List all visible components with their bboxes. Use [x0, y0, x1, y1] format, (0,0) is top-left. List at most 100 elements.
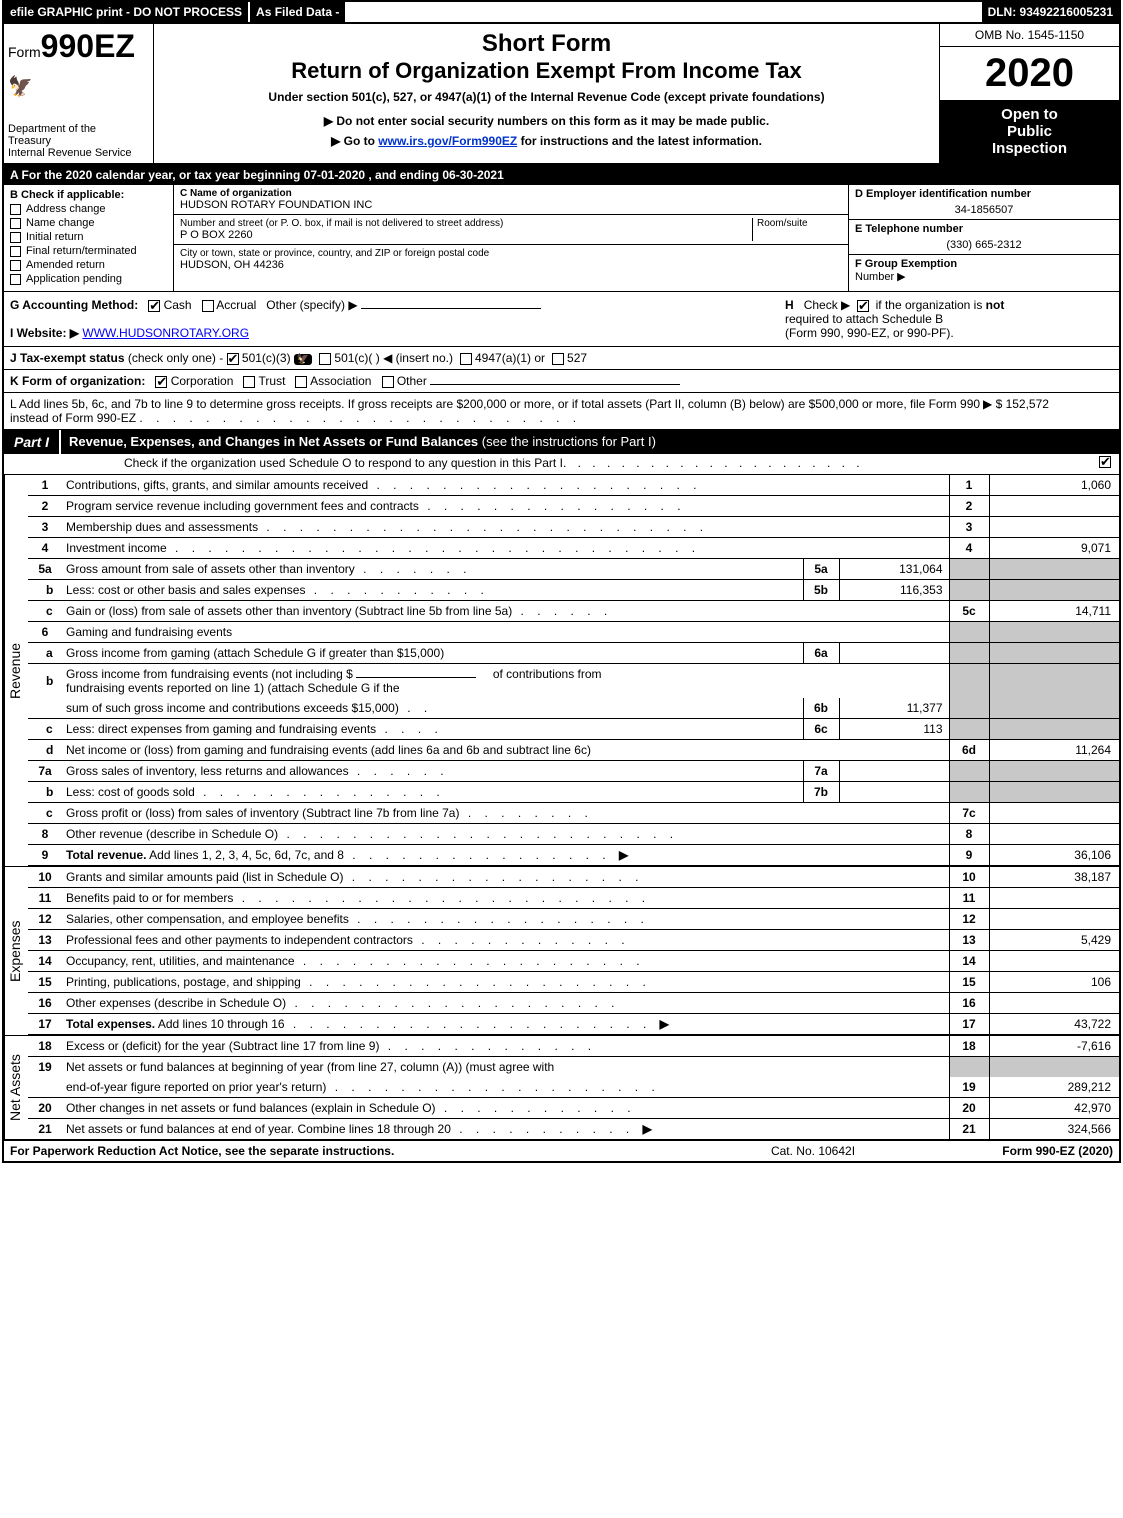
revenue-table: 1 Contributions, gifts, grants, and simi… — [28, 475, 1119, 866]
line-7c: c Gross profit or (loss) from sales of i… — [28, 803, 1119, 824]
fundraising-amount-input[interactable] — [356, 677, 476, 678]
goto-link[interactable]: www.irs.gov/Form990EZ — [378, 134, 517, 148]
line-6c: c Less: direct expenses from gaming and … — [28, 719, 1119, 740]
irs-eagle-icon: 🦅 — [8, 74, 33, 99]
short-form-title: Short Form — [164, 30, 929, 58]
website-link[interactable]: WWW.HUDSONROTARY.ORG — [82, 326, 249, 340]
k-label: K Form of organization: — [10, 374, 145, 388]
page-footer: For Paperwork Reduction Act Notice, see … — [4, 1139, 1119, 1161]
cb-address-change[interactable]: Address change — [10, 203, 167, 215]
part-i-tag: Part I — [4, 430, 61, 454]
line-11: 11 Benefits paid to or for members . . .… — [28, 888, 1119, 909]
line-5c: c Gain or (loss) from sale of assets oth… — [28, 601, 1119, 622]
l-amount: ▶ $ 152,572 — [983, 397, 1113, 425]
cb-final-return[interactable]: Final return/terminated — [10, 245, 167, 257]
line-a: A For the 2020 calendar year, or tax yea… — [4, 165, 1119, 185]
org-address: P O BOX 2260 — [180, 229, 752, 241]
c-name-label: C Name of organization — [180, 188, 842, 199]
goto-pre: ▶ Go to — [331, 134, 378, 148]
f-group: F Group Exemption Number ▶ — [849, 255, 1119, 291]
cb-501c[interactable] — [319, 353, 331, 365]
i-label: I Website: ▶ — [10, 326, 79, 340]
cb-accrual[interactable] — [202, 300, 214, 312]
cb-other-org[interactable] — [382, 376, 394, 388]
c-city-label: City or town, state or province, country… — [180, 248, 842, 259]
b-label: B Check if applicable: — [10, 189, 167, 201]
do-not-enter-text: ▶ Do not enter social security numbers o… — [164, 114, 929, 128]
l-dots: . . . . . . . . . . . . . . . . . . . . … — [139, 411, 581, 425]
department-label: Department of the Treasury Internal Reve… — [8, 123, 132, 159]
line-17: 17 Total expenses. Add lines 10 through … — [28, 1014, 1119, 1035]
cb-h[interactable] — [857, 300, 869, 312]
c-name: C Name of organization HUDSON ROTARY FOU… — [174, 185, 848, 215]
header-right: OMB No. 1545-1150 2020 Open to Public In… — [939, 24, 1119, 163]
open-to-public: Open to Public Inspection — [940, 100, 1119, 163]
under-section-text: Under section 501(c), 527, or 4947(a)(1)… — [164, 90, 929, 104]
netassets-side-label: Net Assets — [4, 1036, 28, 1139]
col-b: B Check if applicable: Address change Na… — [4, 185, 174, 291]
revenue-side-label: Revenue — [4, 475, 28, 866]
dept-line3: Internal Revenue Service — [8, 147, 132, 159]
dln-label: DLN: 93492216005231 — [982, 2, 1119, 22]
topbar-spacer — [363, 2, 982, 22]
header-grid: Form990EZ 🦅 Department of the Treasury I… — [4, 24, 1119, 165]
line-9: 9 Total revenue. Add lines 1, 2, 3, 4, 5… — [28, 845, 1119, 866]
line-5b: b Less: cost or other basis and sales ex… — [28, 580, 1119, 601]
cb-initial-return[interactable]: Initial return — [10, 231, 167, 243]
cb-4947[interactable] — [460, 353, 472, 365]
cb-527[interactable] — [552, 353, 564, 365]
c-addr: Number and street (or P. O. box, if mail… — [174, 215, 848, 245]
f-label: F Group Exemption — [855, 258, 957, 270]
open-line1: Open to — [1001, 106, 1058, 123]
h-check: H Check ▶ if the organization is not req… — [779, 292, 1119, 346]
row-gh: G Accounting Method: Cash Accrual Other … — [4, 292, 1119, 347]
cb-assoc[interactable] — [295, 376, 307, 388]
cb-501c3[interactable] — [227, 353, 239, 365]
line-18: 18 Excess or (deficit) for the year (Sub… — [28, 1036, 1119, 1057]
cb-schedule-o[interactable] — [1099, 456, 1111, 468]
schedule-icon[interactable]: 🦅 — [294, 354, 312, 365]
line-13: 13 Professional fees and other payments … — [28, 930, 1119, 951]
room-suite-label: Room/suite — [752, 218, 842, 241]
dept-line1: Department of the — [8, 123, 96, 135]
other-org-input[interactable] — [430, 384, 680, 385]
org-city: HUDSON, OH 44236 — [180, 259, 842, 271]
cb-name-change[interactable]: Name change — [10, 217, 167, 229]
ein-value: 34-1856507 — [855, 204, 1113, 216]
line-4: 4 Investment income . . . . . . . . . . … — [28, 538, 1119, 559]
line-3: 3 Membership dues and assessments . . . … — [28, 517, 1119, 538]
row-j: J Tax-exempt status (check only one) - 5… — [4, 347, 1119, 370]
d-label: D Employer identification number — [855, 188, 1113, 200]
cb-trust[interactable] — [243, 376, 255, 388]
org-name: HUDSON ROTARY FOUNDATION INC — [180, 199, 842, 211]
pi-dots: . . . . . . . . . . . . . . . . . . . . … — [563, 456, 1099, 470]
dept-line2: Treasury — [8, 135, 51, 147]
col-c: C Name of organization HUDSON ROTARY FOU… — [174, 185, 849, 291]
cb-amended-return[interactable]: Amended return — [10, 259, 167, 271]
omb-number: OMB No. 1545-1150 — [940, 24, 1119, 47]
line-19b: end-of-year figure reported on prior yea… — [28, 1077, 1119, 1098]
open-line2: Public — [1007, 123, 1052, 140]
line-6b-1: b Gross income from fundraising events (… — [28, 664, 1119, 699]
section-netassets: Net Assets 18 Excess or (deficit) for th… — [4, 1036, 1119, 1139]
line-2: 2 Program service revenue including gove… — [28, 496, 1119, 517]
line-16: 16 Other expenses (describe in Schedule … — [28, 993, 1119, 1014]
form-number-big: 990EZ — [41, 28, 135, 64]
cb-cash[interactable] — [148, 300, 160, 312]
line-8: 8 Other revenue (describe in Schedule O)… — [28, 824, 1119, 845]
header-left: Form990EZ 🦅 Department of the Treasury I… — [4, 24, 154, 163]
g-accounting: G Accounting Method: Cash Accrual Other … — [4, 292, 779, 346]
line-7b: b Less: cost of goods sold . . . . . . .… — [28, 782, 1119, 803]
d-ein: D Employer identification number 34-1856… — [849, 185, 1119, 220]
form-prefix: Form — [8, 44, 41, 60]
line-6a: a Gross income from gaming (attach Sched… — [28, 643, 1119, 664]
part-i-header: Part I Revenue, Expenses, and Changes in… — [4, 430, 1119, 454]
as-filed-blank — [345, 2, 362, 22]
other-specify-input[interactable] — [361, 308, 541, 309]
cb-application-pending[interactable]: Application pending — [10, 273, 167, 285]
block-bcdef: B Check if applicable: Address change Na… — [4, 185, 1119, 292]
line-1: 1 Contributions, gifts, grants, and simi… — [28, 475, 1119, 496]
cb-corp[interactable] — [155, 376, 167, 388]
efile-label: efile GRAPHIC print - DO NOT PROCESS — [4, 2, 248, 22]
row-k: K Form of organization: Corporation Trus… — [4, 370, 1119, 393]
